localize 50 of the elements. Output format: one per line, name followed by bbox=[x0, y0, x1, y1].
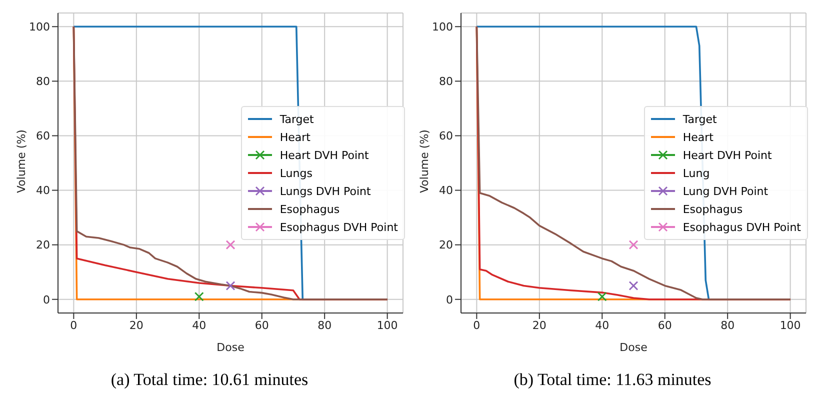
y-tick-label: 0 bbox=[446, 293, 453, 306]
y-tick-label: 100 bbox=[29, 20, 50, 34]
point bbox=[194, 292, 204, 302]
y-tick-label: 60 bbox=[439, 130, 453, 143]
legend-label: Lungs bbox=[280, 166, 312, 180]
x-tick-label: 20 bbox=[129, 318, 144, 332]
x-axis-title: Dose bbox=[216, 341, 245, 354]
y-tick-label: 20 bbox=[36, 238, 50, 252]
point bbox=[226, 240, 236, 250]
x-axis-title: Dose bbox=[620, 341, 648, 354]
x-tick-label: 40 bbox=[595, 318, 610, 332]
legend-label: Esophagus DVH Point bbox=[280, 220, 398, 234]
legend-label: Lung bbox=[682, 166, 710, 180]
point bbox=[226, 280, 236, 290]
x-tick-label: 60 bbox=[254, 318, 269, 332]
y-axis-title: Volume (%) bbox=[418, 130, 431, 193]
x-tick-label: 100 bbox=[376, 318, 398, 332]
y-axis-title: Volume (%) bbox=[14, 130, 28, 193]
x-tick-label: 60 bbox=[658, 318, 672, 332]
legend-label: Lungs DVH Point bbox=[280, 184, 371, 198]
legend-label: Esophagus bbox=[682, 202, 743, 216]
y-tick-label: 100 bbox=[432, 20, 453, 34]
y-tick-label: 80 bbox=[36, 75, 50, 88]
x-tick-label: 0 bbox=[70, 318, 78, 332]
y-tick-label: 20 bbox=[439, 238, 453, 252]
legend-label: Lung DVH Point bbox=[682, 184, 768, 198]
point bbox=[597, 292, 607, 302]
legend-label: Heart DVH Point bbox=[682, 148, 772, 162]
x-tick-label: 80 bbox=[318, 318, 332, 332]
text: (a) Total time: 10.61 minutes bbox=[110, 370, 310, 390]
legend-label: Heart bbox=[682, 130, 714, 144]
point bbox=[628, 240, 638, 250]
legend-label: Target bbox=[280, 112, 314, 126]
x-tick-label: 80 bbox=[720, 318, 735, 332]
x-tick-label: 100 bbox=[780, 318, 801, 332]
text: (b) Total time: 11.63 minutes bbox=[512, 370, 712, 390]
y-tick-label: 80 bbox=[439, 75, 453, 88]
point bbox=[628, 280, 638, 290]
legend-label: Target bbox=[682, 112, 717, 126]
legend-label: Esophagus DVH Point bbox=[682, 220, 801, 234]
legend-label: Heart bbox=[280, 130, 310, 144]
x-tick-label: 20 bbox=[532, 318, 546, 332]
y-tick-label: 40 bbox=[439, 184, 453, 198]
legend-label: Esophagus bbox=[280, 202, 340, 216]
y-tick-label: 40 bbox=[36, 184, 50, 198]
legend-label: Heart DVH Point bbox=[280, 148, 369, 162]
y-tick-label: 60 bbox=[36, 130, 50, 143]
y-tick-label: 0 bbox=[43, 293, 50, 306]
x-tick-label: 40 bbox=[192, 318, 206, 332]
x-tick-label: 0 bbox=[473, 318, 480, 332]
